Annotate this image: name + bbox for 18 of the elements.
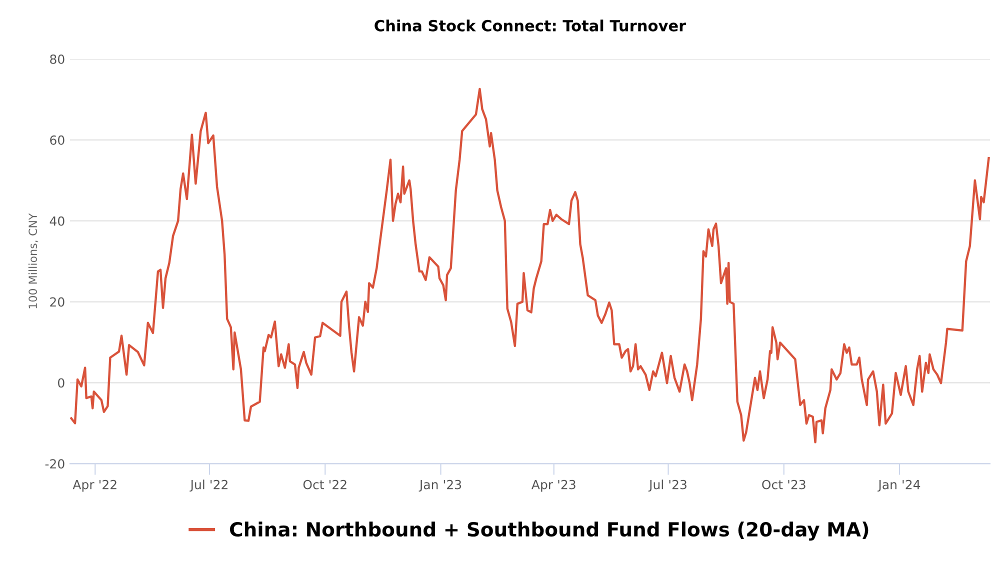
chart-title: China Stock Connect: Total Turnover <box>374 20 686 32</box>
x-tick-label: Jul '23 <box>648 480 686 492</box>
y-tick-label: 20 <box>50 297 64 307</box>
y-tick-label: 80 <box>50 54 64 64</box>
line-series <box>70 88 990 444</box>
x-tick-label: Jan '24 <box>878 480 920 492</box>
x-tick-label: Oct '22 <box>303 480 346 490</box>
y-tick-label: 0 <box>58 378 64 388</box>
y-tick-label: 60 <box>50 135 64 145</box>
x-tick-label: Jul '22 <box>190 480 228 492</box>
x-tick-label: Oct '23 <box>762 480 806 490</box>
legend-label: China: Northbound + Southbound Fund Flows (20-day MA) <box>230 522 868 541</box>
x-tick-label: Apr '23 <box>532 480 576 492</box>
x-tick-label: Apr '22 <box>72 480 116 492</box>
y-tick-label: -20 <box>45 459 64 469</box>
y-axis-title: 100 Millions, CNY <box>28 213 38 308</box>
y-tick-label: 40 <box>50 216 64 226</box>
x-tick-label: Jan '23 <box>418 480 462 492</box>
